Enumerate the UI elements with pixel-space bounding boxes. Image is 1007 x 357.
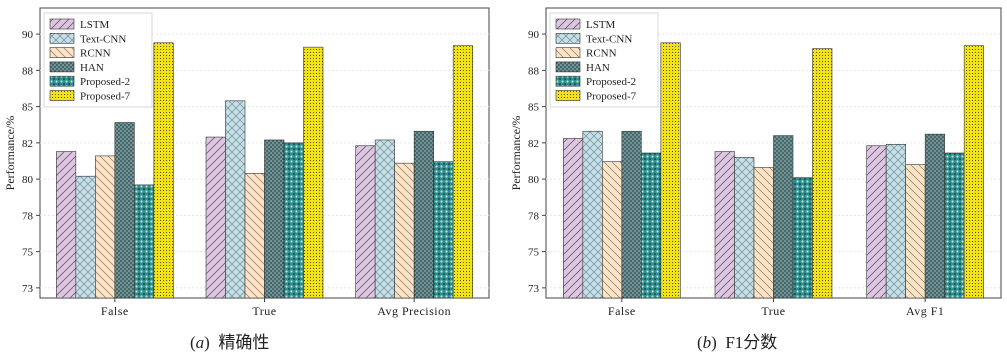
caption-b: (b) F1分数 (697, 333, 778, 352)
y-tick-label: 85 (528, 102, 540, 114)
legend-swatch (49, 32, 75, 44)
legend-label: Proposed-7 (80, 91, 131, 103)
bar-proposed-7 (812, 48, 833, 299)
legend-label: RCNN (586, 48, 617, 60)
bar-text-cnn (75, 175, 96, 299)
x-tick-label: Avg Precision (377, 304, 451, 318)
legend-label: HAN (586, 62, 610, 74)
y-tick-label: 80 (22, 174, 34, 186)
legend-label: RCNN (80, 48, 111, 60)
bar-lstm (563, 138, 584, 299)
bar-rcnn (95, 155, 116, 299)
legend-swatch (49, 18, 75, 30)
legend: LSTM Text-CNN RCNN HAN Proposed-2 Proposed-7 (43, 12, 153, 108)
bar-proposed-7 (153, 42, 174, 299)
bar-lstm (714, 151, 735, 299)
legend-swatch (49, 90, 75, 101)
bar-han (114, 122, 135, 299)
bar-lstm (866, 145, 887, 299)
legend-swatch (555, 47, 581, 58)
legend-swatch (555, 75, 581, 87)
y-tick-label: 85 (22, 102, 34, 114)
bar-proposed-2 (283, 142, 304, 299)
bar-han (621, 130, 642, 299)
legend-swatch (49, 47, 75, 58)
y-tick-label: 73 (22, 283, 34, 295)
y-tick-label: 90 (22, 29, 34, 41)
y-tick-label: 90 (528, 29, 540, 41)
legend-swatch (555, 18, 581, 30)
y-tick-label: 75 (22, 247, 34, 259)
legend-swatch (49, 75, 75, 87)
bar-rcnn (753, 167, 774, 299)
y-tick-label: 88 (22, 65, 34, 77)
y-axis-label: Performance/% (509, 116, 523, 191)
bar-proposed-7 (963, 45, 984, 299)
x-tick-label: True (252, 304, 276, 318)
legend-label: LSTM (80, 19, 110, 31)
y-tick-label: 82 (22, 138, 33, 150)
bar-text-cnn (582, 130, 603, 299)
legend-label: HAN (80, 62, 104, 74)
legend-label: LSTM (586, 19, 616, 31)
chart-b: 73 75 78 80 82 85 88 90 Performance/% False True Av… (509, 7, 1002, 318)
bar-han (413, 130, 434, 299)
x-tick-label: True (761, 304, 785, 318)
y-axis-label: Performance/% (3, 116, 17, 191)
bar-text-cnn (734, 157, 755, 299)
legend-label: Proposed-7 (586, 91, 637, 103)
x-tick-label: False (608, 304, 636, 318)
bar-lstm (56, 151, 77, 299)
legend: LSTM Text-CNN RCNN HAN Proposed-2 Proposed-7 (549, 12, 659, 108)
bar-text-cnn (374, 139, 395, 299)
legend-swatch (49, 61, 75, 73)
bar-proposed-2 (944, 152, 965, 299)
y-tick-label: 75 (528, 247, 540, 259)
bar-rcnn (905, 164, 926, 299)
bar-text-cnn (225, 100, 246, 299)
y-tick-label: 73 (528, 283, 540, 295)
bar-han (924, 133, 945, 299)
bar-han (773, 135, 794, 299)
legend-swatch (555, 61, 581, 73)
y-tick-label: 82 (528, 138, 539, 150)
bar-proposed-7 (452, 45, 473, 299)
legend-label: Text-CNN (586, 33, 632, 45)
y-tick-label: 88 (528, 65, 540, 77)
bar-text-cnn (885, 144, 906, 299)
bar-rcnn (244, 173, 265, 299)
legend-swatch (555, 90, 581, 101)
caption-a: (a) 精确性 (190, 333, 270, 352)
legend-swatch (555, 32, 581, 44)
bar-rcnn (394, 162, 415, 299)
legend-label: Proposed-2 (586, 76, 636, 88)
bar-han (264, 139, 285, 299)
bar-proposed-2 (433, 161, 454, 299)
bar-proposed-2 (641, 152, 662, 299)
bar-rcnn (602, 161, 623, 299)
legend-label: Proposed-2 (80, 76, 130, 88)
bar-proposed-7 (303, 46, 324, 299)
x-tick-label: False (101, 304, 129, 318)
bar-lstm (205, 136, 226, 299)
x-tick-label: Avg F1 (906, 304, 944, 318)
y-tick-label: 78 (528, 210, 540, 222)
bar-lstm (355, 145, 376, 299)
chart-a: 73 75 78 80 82 85 88 90 Performance/% False True Av… (3, 7, 490, 318)
bar-proposed-2 (792, 177, 813, 299)
y-tick-label: 80 (528, 174, 540, 186)
legend-label: Text-CNN (80, 33, 126, 45)
bar-proposed-2 (134, 184, 155, 299)
bar-proposed-7 (660, 42, 681, 299)
y-tick-label: 78 (22, 210, 34, 222)
